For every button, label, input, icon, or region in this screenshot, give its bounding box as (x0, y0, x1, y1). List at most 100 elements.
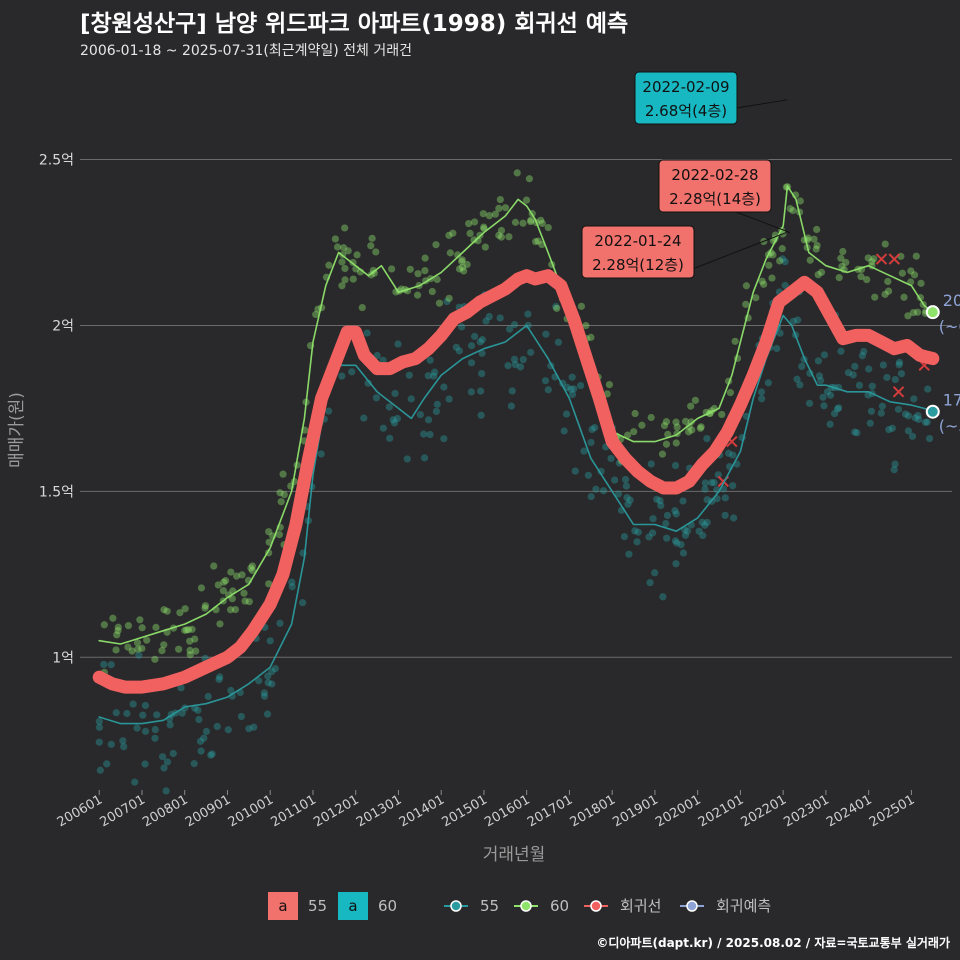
transaction-point (647, 413, 655, 422)
transaction-point (240, 589, 248, 597)
transaction-point (782, 183, 790, 191)
transaction-point (123, 709, 131, 718)
transaction-point (687, 402, 695, 410)
transaction-point (646, 579, 654, 587)
transaction-point (280, 490, 288, 499)
transaction-point (909, 308, 917, 317)
transaction-point (133, 639, 142, 647)
transaction-point (202, 727, 211, 736)
transaction-point (191, 635, 199, 643)
outlier-marker (892, 386, 905, 398)
transaction-point (485, 212, 493, 220)
transaction-point (348, 368, 356, 376)
end-area-label: (~60㎡) (939, 317, 960, 336)
transaction-point (588, 425, 596, 434)
transaction-point (867, 407, 876, 415)
chart-subtitle: 2006-01-18 ~ 2025-07-31(최근계약일) 전체 거래건 (80, 43, 412, 59)
transaction-point (312, 310, 320, 319)
transaction-point (742, 282, 750, 290)
transaction-point (710, 479, 718, 487)
transaction-point (701, 521, 709, 529)
transaction-point (445, 231, 453, 239)
transaction-point (430, 368, 439, 376)
transaction-point (224, 591, 233, 599)
transaction-point (885, 287, 893, 295)
transaction-point (299, 599, 307, 607)
transaction-point (898, 269, 906, 277)
transaction-point (663, 511, 672, 520)
transaction-point (823, 388, 832, 396)
x-tick-label: 200701 (97, 792, 147, 830)
transaction-point (662, 519, 670, 528)
transaction-point (542, 330, 550, 338)
transaction-point (701, 485, 709, 493)
transaction-point (765, 261, 773, 269)
transaction-point (645, 533, 653, 541)
chart-title: [창원성산구] 남양 위드파크 아파트(1998) 회귀선 예측 (80, 11, 629, 37)
transaction-point (237, 712, 245, 721)
transaction-point (881, 240, 889, 248)
transaction-point (271, 665, 279, 673)
transaction-point (577, 381, 585, 390)
transaction-point (701, 479, 709, 487)
transaction-point (112, 646, 120, 654)
transaction-point (813, 225, 821, 234)
transaction-point (159, 753, 167, 761)
transaction-point (758, 277, 766, 285)
transaction-point (907, 267, 915, 275)
transaction-point (507, 402, 515, 410)
transaction-point (333, 243, 342, 251)
transaction-point (184, 626, 193, 634)
transaction-point (208, 750, 216, 758)
transaction-point (467, 388, 475, 396)
transaction-point (653, 495, 661, 503)
transaction-point (810, 235, 818, 243)
transaction-point (360, 414, 368, 422)
transaction-point (663, 534, 671, 542)
transaction-point (201, 604, 209, 612)
transaction-point (538, 219, 547, 228)
transaction-point (662, 440, 671, 448)
x-tick-label: 201001 (226, 792, 276, 830)
x-tick-label: 200801 (140, 792, 190, 830)
transaction-point (163, 607, 171, 615)
transaction-point (181, 626, 189, 634)
transaction-point (584, 471, 593, 479)
transaction-point (673, 423, 681, 431)
transaction-point (358, 303, 366, 312)
transaction-point (263, 710, 272, 718)
legend-swatch (338, 892, 368, 920)
transaction-point (197, 584, 206, 592)
transaction-point (764, 379, 772, 387)
transaction-point (760, 280, 768, 288)
transaction-point (554, 338, 563, 346)
annotations: 2022-02-09 2.68억(4층) 2022-02-28 2.28억(14층) 2… (581, 71, 791, 279)
transaction-point (458, 263, 467, 271)
transaction-point (478, 349, 486, 357)
transaction-point (510, 355, 519, 363)
x-tick-label: 202501 (867, 792, 917, 830)
transaction-point (405, 371, 413, 379)
transaction-point (197, 747, 205, 755)
transaction-point (890, 466, 898, 474)
transaction-point (458, 257, 466, 266)
transaction-point (245, 725, 253, 733)
transaction-point (466, 229, 474, 238)
transaction-point (567, 385, 575, 393)
transaction-point (605, 380, 614, 389)
annotation-date: 2022-02-09 (642, 78, 729, 96)
transaction-point (624, 431, 632, 439)
transaction-point (495, 204, 503, 212)
transaction-point (178, 709, 186, 717)
transaction-point (496, 314, 504, 322)
transaction-point (687, 418, 695, 426)
transaction-point (510, 320, 519, 329)
transaction-point (485, 312, 493, 321)
transaction-point (394, 340, 402, 348)
transaction-point (885, 425, 893, 434)
transaction-point (537, 216, 545, 224)
transaction-point (385, 403, 393, 411)
transaction-point (659, 593, 667, 601)
transaction-point (260, 692, 269, 700)
transaction-point (857, 272, 865, 281)
